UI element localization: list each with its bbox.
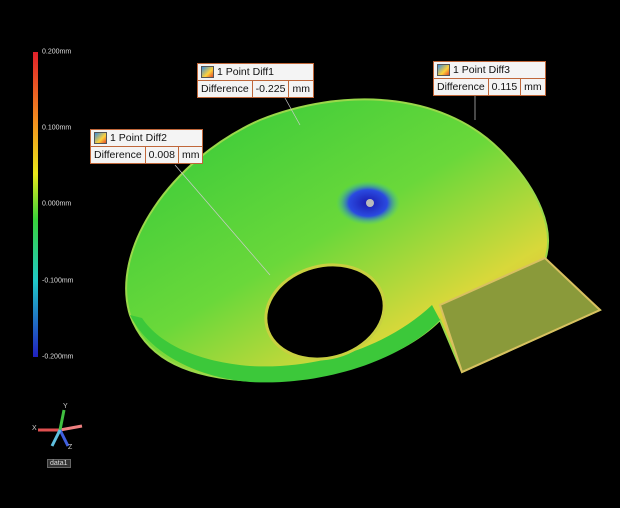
- leader-line: [284, 97, 301, 126]
- triad-label: Y: [63, 403, 68, 410]
- scale-label: -0.100mm: [42, 277, 74, 285]
- housing-rim: [130, 305, 440, 383]
- center-hole: [264, 263, 386, 361]
- annotation-icon: [201, 66, 214, 78]
- field-label: Difference: [434, 79, 489, 95]
- scale-label: 0.200mm: [42, 48, 72, 56]
- color-bar: [33, 52, 38, 357]
- field-unit: mm: [524, 81, 542, 93]
- scale-label: -0.200mm: [42, 353, 74, 361]
- annotation-title: 1 Point Diff3: [453, 64, 511, 76]
- field-value: -0.225: [253, 81, 290, 97]
- scale-label: 0.100mm: [42, 124, 72, 132]
- triad-label: X: [32, 425, 37, 432]
- field-value: 0.115: [489, 79, 522, 95]
- field-unit: mm: [292, 83, 310, 95]
- outlet: [438, 256, 602, 374]
- scale-label: 0.000mm: [42, 200, 72, 208]
- field-label: Difference: [91, 147, 146, 163]
- annotation-icon: [94, 132, 107, 144]
- annotation[interactable]: 1 Point Diff3 Difference 0.115 mm: [433, 61, 546, 96]
- annotation[interactable]: 1 Point Diff1 Difference -0.225 mm: [197, 63, 314, 98]
- field-value: 0.008: [146, 147, 179, 163]
- field-unit: mm: [181, 149, 200, 161]
- annotation-title: 1 Point Diff2: [110, 132, 168, 144]
- leader-line: [174, 164, 271, 276]
- triad-label: Z: [68, 444, 73, 451]
- annotation-icon: [437, 64, 450, 76]
- annotation[interactable]: 1 Point Diff2 Difference 0.008 mm: [90, 129, 204, 164]
- axis-triad: [38, 409, 83, 447]
- annotation-title: 1 Point Diff1: [217, 66, 275, 78]
- dataset-label[interactable]: data1: [47, 459, 71, 468]
- probe-point: [366, 199, 374, 207]
- field-label: Difference: [198, 81, 253, 97]
